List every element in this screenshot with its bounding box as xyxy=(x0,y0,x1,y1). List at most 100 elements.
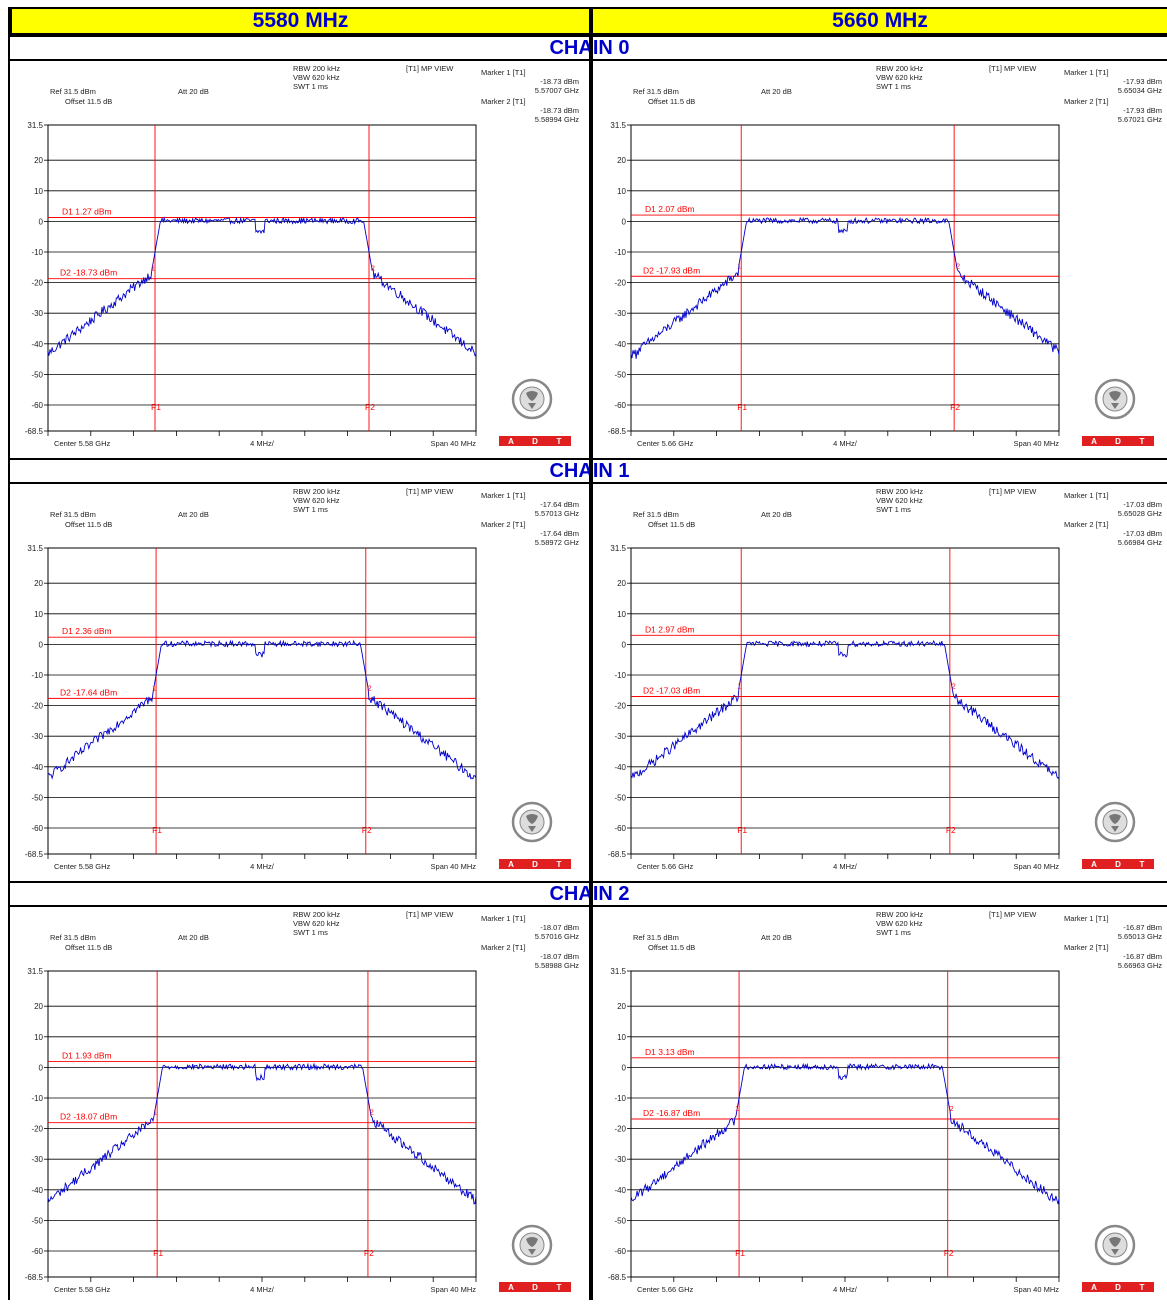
marker-frequency: 5.58994 GHz xyxy=(535,115,579,124)
d1-label: D1 2.07 dBm xyxy=(645,204,695,214)
marker-label: Marker 2 [T1] xyxy=(1064,943,1109,952)
rbw-label: RBW 200 kHz xyxy=(293,487,340,496)
center-frequency-label: Center 5.66 GHz xyxy=(637,862,694,871)
d2-label: D2 -18.07 dBm xyxy=(60,1112,117,1122)
marker-frequency: 5.58988 GHz xyxy=(535,961,579,970)
ref-level-label: Ref 31.5 dBm xyxy=(633,87,679,96)
y-tick-label: -10 xyxy=(31,671,43,680)
y-tick-label: 10 xyxy=(34,610,43,619)
report-grid: 5580 MHz 5660 MHz CHAIN 0 CHAIN 1 CHAIN … xyxy=(8,7,1167,1300)
marker-frequency: 5.57016 GHz xyxy=(535,932,579,941)
y-tick-label: 10 xyxy=(617,1033,626,1042)
y-tick-label: -10 xyxy=(614,671,626,680)
swt-label: SWT 1 ms xyxy=(293,928,328,937)
division-label: 4 MHz/ xyxy=(250,1285,275,1294)
y-tick-label: -20 xyxy=(614,702,626,711)
chain-header-2: CHAIN 2 xyxy=(10,881,1167,907)
y-tick-label: -68.5 xyxy=(25,427,44,436)
span-label: Span 40 MHz xyxy=(431,1285,477,1294)
adt-badge-letter: T xyxy=(1140,1283,1145,1292)
spectrum-trace xyxy=(47,216,477,357)
y-tick-label: -40 xyxy=(31,340,43,349)
marker-label: Marker 1 [T1] xyxy=(481,491,526,500)
marker-label: Marker 2 [T1] xyxy=(481,97,526,106)
y-tick-label: -50 xyxy=(614,1216,626,1225)
adt-badge-letter: A xyxy=(508,1283,514,1292)
y-tick-label: -30 xyxy=(31,1155,43,1164)
y-tick-label: -10 xyxy=(31,248,43,257)
swt-label: SWT 1 ms xyxy=(876,505,911,514)
division-label: 4 MHz/ xyxy=(833,862,858,871)
marker-frequency: 5.65013 GHz xyxy=(1118,932,1162,941)
bureau-veritas-logo xyxy=(511,378,553,420)
y-tick-label: -20 xyxy=(614,1125,626,1134)
marker-level: -17.93 dBm xyxy=(1123,106,1162,115)
attenuation-label: Att 20 dB xyxy=(761,933,792,942)
marker-1-indicator: 1 xyxy=(735,1106,739,1113)
d1-label: D1 1.93 dBm xyxy=(62,1050,112,1060)
offset-label: Offset 11.5 dB xyxy=(648,520,695,529)
f1-label: F1 xyxy=(737,825,747,835)
column-separator xyxy=(589,35,593,1300)
bureau-veritas-logo xyxy=(1094,801,1136,843)
marker-level: -18.73 dBm xyxy=(540,106,579,115)
y-tick-label: -30 xyxy=(31,309,43,318)
y-tick-label: -30 xyxy=(614,732,626,741)
f1-label: F1 xyxy=(151,402,161,412)
y-tick-label: -60 xyxy=(614,824,626,833)
spectrum-panel: RBW 200 kHz VBW 620 kHz SWT 1 ms [T1] MP VI… xyxy=(593,61,1167,454)
marker-level: -17.64 dBm xyxy=(540,500,579,509)
y-tick-label: -30 xyxy=(614,309,626,318)
bureau-veritas-logo xyxy=(1094,1224,1136,1266)
y-tick-label: 0 xyxy=(39,640,44,649)
spectrum-trace xyxy=(47,639,477,780)
marker-2-indicator: 2 xyxy=(956,263,960,270)
spectrum-trace xyxy=(630,1062,1060,1205)
adt-badge xyxy=(499,1282,571,1292)
plot-frame xyxy=(630,547,1060,855)
marker-frequency: 5.67021 GHz xyxy=(1118,115,1162,124)
vbw-label: VBW 620 kHz xyxy=(293,496,340,505)
f2-label: F2 xyxy=(365,402,375,412)
y-tick-label: 0 xyxy=(39,1063,44,1072)
marker-label: Marker 1 [T1] xyxy=(1064,914,1109,923)
column-header-5580: 5580 MHz xyxy=(10,7,591,35)
ref-level-label: Ref 31.5 dBm xyxy=(633,933,679,942)
span-label: Span 40 MHz xyxy=(1014,862,1060,871)
y-tick-label: -50 xyxy=(31,1216,43,1225)
y-tick-label: -30 xyxy=(31,732,43,741)
marker-label: Marker 2 [T1] xyxy=(1064,520,1109,529)
rbw-label: RBW 200 kHz xyxy=(293,64,340,73)
marker-label: Marker 1 [T1] xyxy=(1064,491,1109,500)
vbw-label: VBW 620 kHz xyxy=(876,919,923,928)
marker-2-indicator: 2 xyxy=(368,685,372,692)
view-label: [T1] MP VIEW xyxy=(989,64,1037,73)
marker-frequency: 5.66963 GHz xyxy=(1118,961,1162,970)
plot-frame xyxy=(630,124,1060,432)
bureau-veritas-logo xyxy=(511,801,553,843)
division-label: 4 MHz/ xyxy=(250,862,275,871)
marker-1-indicator: 1 xyxy=(737,684,741,691)
ref-level-label: Ref 31.5 dBm xyxy=(50,87,96,96)
y-tick-label: -68.5 xyxy=(608,427,627,436)
ref-level-label: Ref 31.5 dBm xyxy=(50,933,96,942)
adt-badge-letter: T xyxy=(1140,860,1145,869)
y-tick-label: 31.5 xyxy=(27,544,43,553)
plot-frame xyxy=(47,970,477,1278)
marker-label: Marker 2 [T1] xyxy=(1064,97,1109,106)
view-label: [T1] MP VIEW xyxy=(406,910,454,919)
y-tick-label: 10 xyxy=(34,1033,43,1042)
view-label: [T1] MP VIEW xyxy=(989,910,1037,919)
swt-label: SWT 1 ms xyxy=(293,505,328,514)
division-label: 4 MHz/ xyxy=(833,439,858,448)
adt-badge xyxy=(499,859,571,869)
y-tick-label: -40 xyxy=(614,340,626,349)
marker-level: -16.87 dBm xyxy=(1123,923,1162,932)
spectrum-panel: RBW 200 kHz VBW 620 kHz SWT 1 ms [T1] MP VI… xyxy=(10,484,588,877)
adt-badge-letter: A xyxy=(1091,860,1097,869)
f1-label: F1 xyxy=(153,1248,163,1258)
center-frequency-label: Center 5.58 GHz xyxy=(54,439,111,448)
